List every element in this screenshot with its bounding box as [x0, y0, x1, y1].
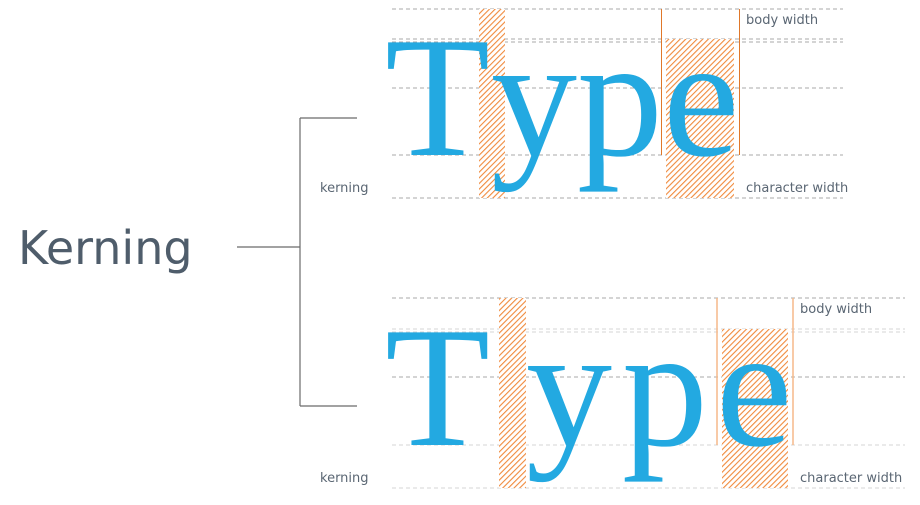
character-width-hatch	[722, 329, 788, 488]
glyph-e: e	[716, 293, 792, 483]
glyph-p: p	[622, 293, 708, 483]
character-width-label: character width	[746, 181, 848, 196]
guidelines	[392, 297, 905, 489]
diagram-title: Kerning	[18, 221, 193, 275]
character-width-label: character width	[800, 471, 902, 486]
glyph-e: e	[663, 3, 739, 193]
kerning-label: kerning	[320, 471, 369, 486]
body-width-label: body width	[746, 13, 818, 28]
character-width-hatch	[666, 39, 734, 198]
glyph-p: p	[577, 3, 663, 193]
bracket	[237, 117, 357, 407]
kerning-hatch	[479, 9, 505, 198]
example-tight-kerning: T y p e body width kerning character wid…	[320, 3, 848, 199]
example-loose-kerning: T y p e body width kerning character wid…	[320, 293, 905, 489]
kerning-hatch	[499, 298, 526, 488]
glyph-y: y	[526, 293, 612, 483]
glyph-T: T	[385, 3, 490, 193]
glyph-T: T	[385, 293, 490, 483]
kerning-label: kerning	[320, 181, 369, 196]
glyph-y: y	[491, 3, 577, 193]
body-width-label: body width	[800, 302, 872, 317]
guidelines	[392, 8, 843, 199]
